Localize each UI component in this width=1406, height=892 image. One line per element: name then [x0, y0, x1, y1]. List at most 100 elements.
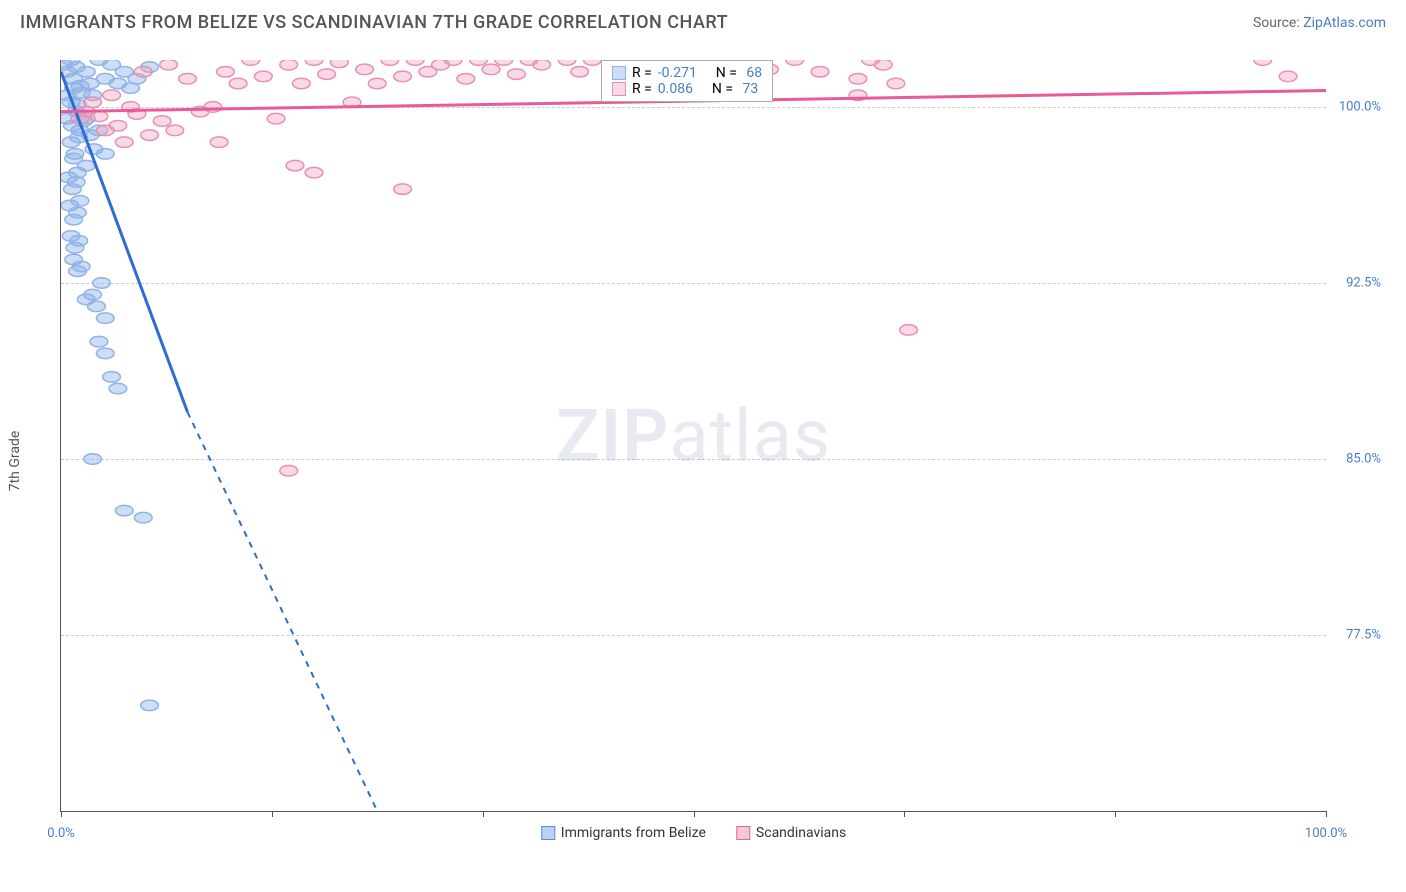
data-point — [305, 167, 323, 178]
x-tick-mark — [904, 811, 905, 817]
legend-item: Immigrants from Belize — [541, 825, 706, 841]
data-point — [394, 71, 412, 82]
data-point — [267, 113, 285, 124]
data-point — [368, 78, 386, 89]
legend-item: Scandinavians — [736, 825, 846, 841]
x-tick-label: 0.0% — [47, 826, 75, 841]
stats-legend: R = -0.271 N = 68 R = 0.086 N = 73 — [601, 60, 773, 102]
r-value: 0.086 — [658, 81, 693, 97]
data-point — [286, 160, 304, 171]
data-point — [292, 78, 310, 89]
data-point — [849, 74, 867, 85]
data-point — [96, 149, 114, 160]
source-link[interactable]: ZipAtlas.com — [1303, 15, 1386, 31]
legend-swatch — [612, 66, 626, 80]
n-label: N = — [712, 81, 733, 97]
data-point — [305, 60, 323, 65]
data-point — [70, 235, 88, 246]
data-point — [84, 454, 102, 465]
data-point — [179, 74, 197, 85]
r-label: R = — [632, 81, 652, 97]
data-point — [160, 60, 178, 70]
data-point — [90, 111, 108, 122]
data-point — [533, 60, 551, 70]
data-point — [141, 700, 159, 711]
data-point — [229, 78, 247, 89]
data-point — [84, 97, 102, 108]
legend-label: Scandinavians — [756, 825, 846, 841]
y-tick-label: 92.5% — [1331, 275, 1381, 290]
y-axis-label: 7th Grade — [7, 431, 23, 492]
data-point — [318, 69, 336, 80]
legend-swatch — [541, 826, 555, 840]
data-point — [96, 313, 114, 324]
data-point — [394, 184, 412, 195]
data-point — [508, 69, 526, 80]
data-point — [381, 60, 399, 65]
stats-row: R = 0.086 N = 73 — [612, 81, 762, 97]
data-point — [558, 60, 576, 65]
x-tick-mark — [1115, 811, 1116, 817]
x-tick-mark — [694, 811, 695, 817]
r-label: R = — [632, 65, 652, 81]
data-point — [67, 177, 85, 188]
legend-label: Immigrants from Belize — [561, 825, 706, 841]
x-tick-mark — [1326, 811, 1327, 817]
n-label: N = — [716, 65, 737, 81]
data-point — [96, 348, 114, 359]
data-point — [1279, 71, 1297, 82]
data-point — [217, 66, 235, 77]
y-tick-label: 100.0% — [1331, 99, 1381, 114]
data-point — [210, 137, 228, 148]
data-point — [356, 64, 374, 75]
data-point — [330, 60, 348, 68]
n-value: 73 — [739, 81, 758, 97]
data-point — [77, 66, 95, 77]
x-tick-mark — [272, 811, 273, 817]
data-point — [444, 60, 462, 65]
data-point — [103, 90, 121, 101]
data-point — [109, 383, 127, 394]
data-point — [77, 294, 95, 305]
data-point — [495, 60, 513, 65]
x-tick-mark — [61, 811, 62, 817]
data-point — [69, 207, 87, 218]
n-value: 68 — [743, 65, 762, 81]
data-point — [134, 66, 152, 77]
data-point — [406, 60, 424, 65]
data-point — [90, 336, 108, 347]
r-value: -0.271 — [658, 65, 697, 81]
source-prefix: Source: — [1253, 15, 1303, 31]
data-point — [900, 325, 918, 336]
legend-swatch — [736, 826, 750, 840]
data-point — [255, 71, 273, 82]
stats-row: R = -0.271 N = 68 — [612, 65, 762, 81]
data-point — [280, 60, 298, 70]
data-point — [1254, 60, 1272, 65]
data-point — [166, 125, 184, 136]
data-point — [786, 60, 804, 65]
header: IMMIGRANTS FROM BELIZE VS SCANDINAVIAN 7… — [0, 0, 1406, 41]
legend-swatch — [612, 82, 626, 96]
series-legend: Immigrants from Belize Scandinavians — [541, 825, 846, 841]
data-point — [72, 261, 90, 272]
data-point — [115, 137, 133, 148]
data-point — [134, 512, 152, 523]
data-point — [93, 278, 111, 289]
data-point — [470, 60, 488, 65]
data-point — [77, 160, 95, 171]
data-point — [109, 120, 127, 131]
data-point — [887, 78, 905, 89]
data-point — [811, 66, 829, 77]
data-point — [874, 60, 892, 70]
y-tick-label: 85.0% — [1331, 451, 1381, 466]
chart-area: 7th Grade ZIPatlas R =-0.271 N = 68R =0.… — [20, 50, 1386, 872]
source: Source: ZipAtlas.com — [1253, 15, 1386, 31]
data-point — [115, 505, 133, 516]
data-point — [571, 66, 589, 77]
data-point — [153, 116, 171, 127]
data-point — [242, 60, 260, 65]
data-point — [457, 74, 475, 85]
data-point — [103, 372, 121, 383]
y-tick-label: 77.5% — [1331, 627, 1381, 642]
